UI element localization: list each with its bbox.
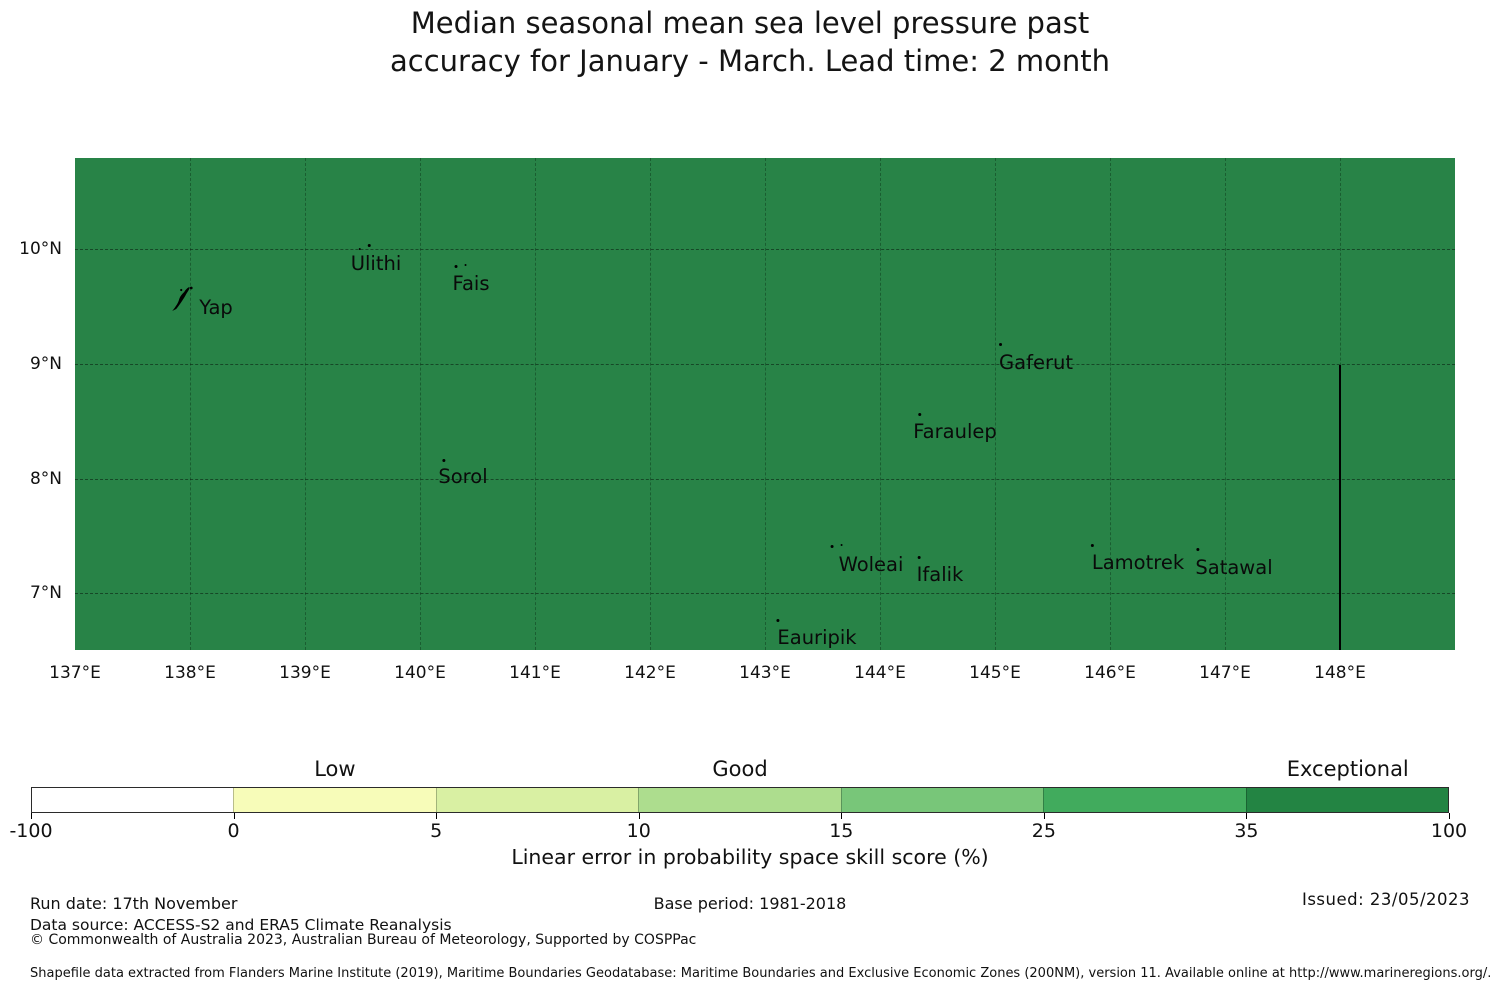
island-ulithi: Ulithi	[350, 244, 402, 275]
x-axis-tick-label: 146°E	[1084, 663, 1136, 683]
colorbar-tick: 5	[430, 820, 443, 842]
shapefile-attribution-text: Shapefile data extracted from Flanders M…	[30, 966, 1492, 981]
colorbar-segment	[435, 788, 639, 812]
island-fais: Fais	[452, 264, 490, 295]
x-axis-tick-label: 137°E	[49, 663, 101, 683]
gridline	[765, 158, 766, 650]
colorbar-segment	[32, 788, 234, 812]
x-axis-tick-label: 139°E	[279, 663, 331, 683]
copyright-text: © Commonwealth of Australia 2023, Austra…	[30, 932, 697, 948]
island-label: Lamotrek	[1091, 551, 1185, 574]
y-axis-tick-label: 10°N	[19, 239, 62, 259]
colorbar	[31, 787, 1449, 813]
base-period-text: Base period: 1981-2018	[653, 894, 847, 913]
colorbar-segment	[1043, 788, 1246, 812]
chart-title-line2: accuracy for January - March. Lead time:…	[389, 44, 1110, 78]
island-marker	[776, 619, 780, 622]
colorbar-tickmarks	[31, 813, 1450, 819]
colorbar-category-labels: Low Good Exceptional	[31, 757, 1449, 783]
chart-title: Median seasonal mean sea level pressure …	[0, 4, 1500, 80]
island-marker	[358, 248, 361, 250]
island-label: Yap	[199, 296, 233, 319]
gridline	[1225, 158, 1226, 650]
colorbar-segment	[1245, 788, 1448, 812]
y-axis-tick-label: 8°N	[29, 469, 62, 489]
island-marker	[840, 544, 843, 546]
issued-date-text: Issued: 23/05/2023	[1301, 890, 1470, 909]
gridline	[75, 479, 1455, 480]
gridline	[420, 158, 421, 650]
x-axis-tick-label: 148°E	[1314, 663, 1366, 683]
gridline	[75, 364, 1455, 365]
run-date-text: Run date: 17th November	[30, 894, 238, 913]
x-axis-tick-label: 140°E	[394, 663, 446, 683]
data-source-text: Data source: ACCESS-S2 and ERA5 Climate …	[30, 916, 452, 934]
island-marker	[918, 413, 922, 416]
island-marker	[1196, 548, 1200, 551]
island-label: Ifalik	[916, 563, 964, 586]
gridline	[650, 158, 651, 650]
colorbar-tick: -100	[9, 820, 53, 842]
colorbar-tick: 35	[1234, 820, 1259, 842]
island-label: Eauripik	[777, 626, 857, 649]
colorbar-tick: 100	[1430, 820, 1468, 842]
colorbar-segment	[233, 788, 436, 812]
colorbar-tick: 25	[1031, 820, 1056, 842]
gridline	[995, 158, 996, 650]
island-woleai: Woleai	[830, 544, 904, 576]
island-marker	[454, 265, 458, 268]
gridline	[75, 593, 1455, 594]
island-label: Fais	[452, 272, 490, 295]
colorbar-tick: 0	[227, 820, 240, 842]
island-label: Ulithi	[350, 252, 402, 275]
island-ifalik: Ifalik	[916, 556, 964, 586]
island-label: Faraulep	[913, 420, 997, 443]
x-axis-tick-label: 142°E	[624, 663, 676, 683]
map-canvas: Yap Ulithi Fais Sorol Gaferut Faraulep W…	[75, 158, 1455, 650]
x-axis-tick-label: 141°E	[509, 663, 561, 683]
island-marker	[367, 244, 371, 247]
x-axis-tick-label: 145°E	[969, 663, 1021, 683]
island-label: Gaferut	[999, 351, 1073, 374]
island-sorol: Sorol	[438, 459, 488, 488]
colorbar-segment	[638, 788, 841, 812]
island-marker	[999, 343, 1003, 346]
island-faraulep: Faraulep	[913, 413, 997, 443]
island-label: Woleai	[838, 553, 904, 576]
y-axis-tick-label: 7°N	[29, 583, 62, 603]
island-lamotrek: Lamotrek	[1090, 544, 1185, 574]
x-axis-tick-label: 147°E	[1199, 663, 1251, 683]
island-yap: Yap	[172, 286, 233, 319]
island-eauripik: Eauripik	[776, 619, 857, 649]
colorbar-category-exceptional: Exceptional	[1286, 757, 1409, 781]
gridline	[190, 158, 191, 650]
x-axis-tick-label: 144°E	[854, 663, 906, 683]
chart-title-line1: Median seasonal mean sea level pressure …	[410, 6, 1090, 40]
colorbar-tick: 10	[626, 820, 651, 842]
gridline	[535, 158, 536, 650]
island-gaferut: Gaferut	[999, 343, 1073, 374]
island-satawal: Satawal	[1195, 548, 1273, 579]
island-marker	[1090, 544, 1094, 547]
island-marker	[830, 545, 834, 548]
colorbar-category-good: Good	[712, 757, 768, 781]
island-marker	[464, 264, 467, 266]
island-marker	[917, 556, 921, 559]
x-axis-tick-label: 143°E	[739, 663, 791, 683]
gridline	[305, 158, 306, 650]
gridline	[1110, 158, 1111, 650]
y-axis-tick-label: 9°N	[29, 354, 62, 374]
gridline	[75, 249, 1455, 250]
island-marker	[442, 459, 446, 462]
gridline	[880, 158, 881, 650]
colorbar-axis-label: Linear error in probability space skill …	[511, 845, 989, 869]
colorbar-segment	[840, 788, 1044, 812]
island-label: Satawal	[1195, 556, 1273, 579]
maritime-boundary-line	[1339, 365, 1341, 650]
colorbar-category-low: Low	[314, 757, 356, 781]
island-label: Sorol	[438, 465, 488, 488]
yap-islands-icon	[172, 286, 193, 311]
x-axis-tick-label: 138°E	[164, 663, 216, 683]
colorbar-tick: 15	[829, 820, 854, 842]
